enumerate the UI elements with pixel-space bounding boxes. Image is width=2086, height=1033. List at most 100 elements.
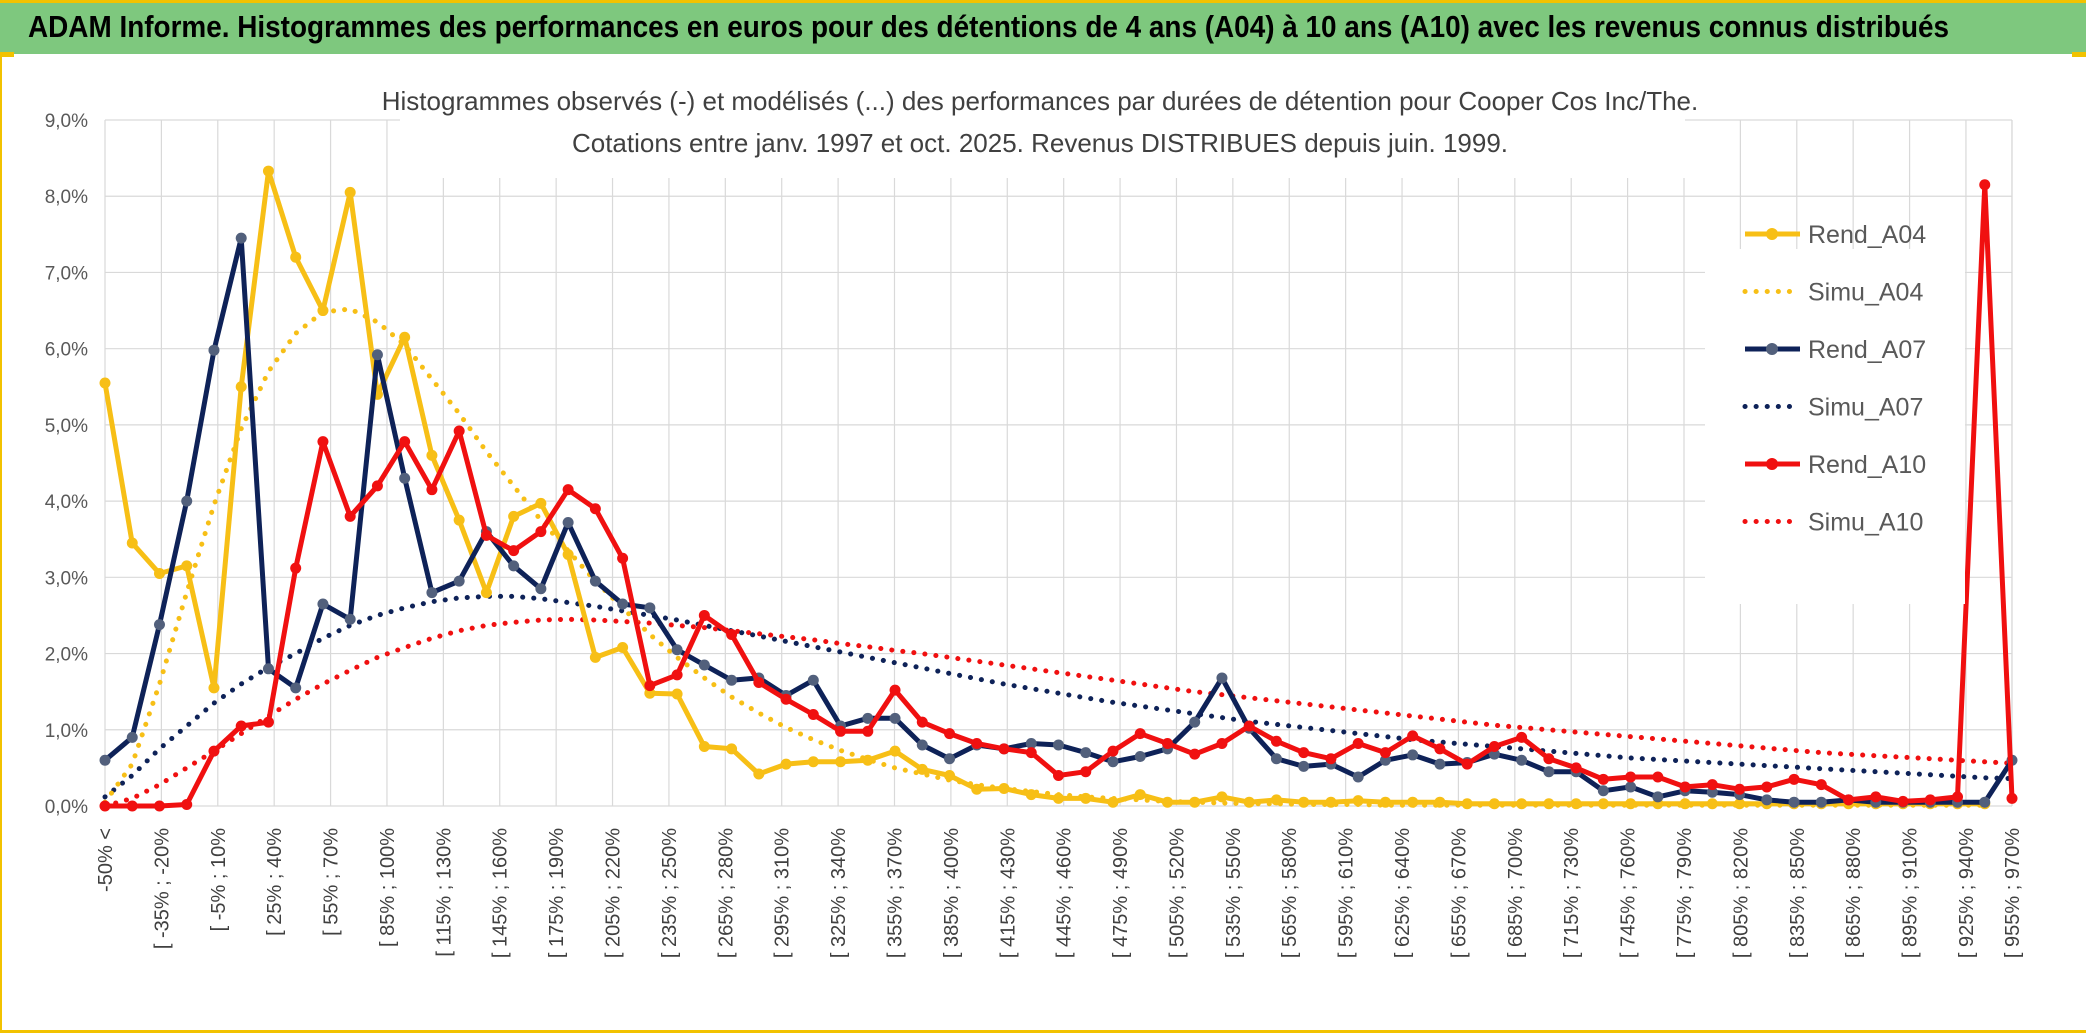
point-Rend_A04: [1053, 792, 1064, 804]
point-Rend_A07: [1298, 760, 1310, 772]
point-Rend_A07: [807, 674, 819, 686]
x-tick-label: [ 475% ; 490%: [1110, 828, 1132, 958]
point-Rend_A04: [1543, 798, 1555, 810]
point-Rend_A10: [1815, 779, 1827, 791]
point-Rend_A10: [344, 510, 356, 522]
point-Rend_A10: [862, 725, 874, 737]
legend-background: [1705, 249, 1965, 604]
point-Rend_A10: [1407, 730, 1419, 742]
x-tick-label: [ 625% ; 640%: [1392, 828, 1414, 958]
point-Rend_A07: [453, 575, 465, 587]
point-Rend_A10: [1243, 720, 1255, 732]
y-tick-label: 6,0%: [45, 340, 88, 361]
point-Rend_A07: [1516, 754, 1528, 766]
point-Rend_A07: [1488, 748, 1500, 760]
y-tick-label: 1,0%: [45, 721, 88, 742]
point-Rend_A04: [916, 763, 928, 775]
point-Rend_A10: [453, 425, 465, 437]
point-Rend_A07: [698, 659, 710, 671]
point-Rend_A10: [780, 693, 792, 705]
legend-label: Rend_A04: [1808, 221, 1926, 249]
point-Rend_A04: [426, 449, 438, 461]
point-Rend_A10: [317, 436, 329, 448]
point-Rend_A04: [1679, 798, 1691, 810]
point-Rend_A07: [1270, 753, 1282, 765]
point-Rend_A07: [589, 575, 601, 587]
point-Rend_A10: [399, 436, 411, 448]
point-Rend_A04: [944, 770, 956, 782]
point-Rend_A07: [1053, 739, 1064, 751]
histogram-chart: 0,0% 1,0% 2,0% 3,0% 4,0% 5,0% 6,0% 7,0% 8,0% 9,0%…: [45, 80, 2024, 958]
point-Rend_A07: [508, 560, 520, 572]
point-Rend_A10: [1053, 770, 1064, 782]
point-Rend_A04: [1325, 796, 1337, 808]
x-tick-label: [ 925% ; 940%: [1956, 828, 1978, 958]
point-Rend_A10: [1597, 773, 1609, 785]
point-Rend_A07: [916, 739, 928, 751]
point-Rend_A07: [889, 712, 901, 724]
point-Rend_A04: [1488, 798, 1500, 810]
legend-marker: [1766, 228, 1778, 240]
x-tick-label: [ 835% ; 850%: [1787, 828, 1809, 958]
point-Rend_A07: [1134, 750, 1146, 762]
point-Rend_A10: [1952, 791, 1964, 803]
legend: Rend_A04 Simu_A04 Rend_A07 Simu_A07 Rend_A10…: [1705, 221, 1965, 604]
point-Rend_A07: [181, 495, 193, 507]
point-Rend_A07: [1788, 796, 1800, 808]
legend-item-Simu_A10: Simu_A10: [1742, 509, 1923, 537]
legend-label: Simu_A10: [1808, 509, 1923, 537]
point-Rend_A04: [453, 514, 465, 526]
point-Rend_A04: [153, 568, 165, 580]
point-Rend_A07: [1706, 786, 1718, 798]
x-tick-label: [ 775% ; 790%: [1674, 828, 1696, 958]
point-Rend_A10: [807, 709, 819, 721]
x-tick-label: [ 85% ; 100%: [377, 828, 399, 947]
point-Rend_A07: [644, 602, 656, 614]
point-Rend_A07: [208, 344, 220, 356]
point-Rend_A04: [1461, 798, 1473, 810]
x-tick-label: [ 895% ; 910%: [1900, 828, 1922, 958]
point-Rend_A04: [1243, 796, 1255, 808]
y-tick-label: 0,0%: [45, 797, 88, 818]
point-Rend_A10: [2006, 792, 2018, 804]
x-tick-label: [ 355% ; 370%: [884, 828, 906, 958]
point-Rend_A10: [1461, 758, 1473, 770]
point-Rend_A07: [1543, 766, 1555, 778]
point-Rend_A04: [126, 537, 138, 549]
point-Rend_A10: [1897, 795, 1909, 807]
point-Rend_A07: [399, 472, 411, 484]
point-Rend_A04: [181, 560, 193, 572]
point-Rend_A07: [726, 674, 738, 686]
point-Rend_A10: [371, 480, 383, 492]
series-Simu_A10: [102, 616, 2015, 809]
point-Rend_A07: [262, 663, 274, 675]
point-Rend_A04: [1216, 791, 1228, 803]
point-Rend_A07: [153, 619, 165, 631]
point-Rend_A07: [1979, 796, 1991, 808]
x-tick-label: [ 745% ; 760%: [1618, 828, 1640, 958]
point-Rend_A10: [971, 737, 983, 749]
point-Rend_A10: [1134, 728, 1146, 740]
point-Rend_A10: [1979, 179, 1991, 191]
series-Simu_A07: [102, 593, 2015, 800]
series-Rend_A10: [99, 179, 2018, 812]
point-Rend_A10: [1325, 753, 1337, 765]
point-Rend_A10: [1379, 747, 1391, 759]
point-Rend_A10: [1679, 781, 1691, 793]
point-Rend_A04: [1379, 796, 1391, 808]
point-Rend_A07: [99, 754, 111, 766]
line-Simu_A10: [102, 616, 2015, 809]
legend-item-Rend_A10: Rend_A10: [1745, 451, 1926, 479]
point-Rend_A10: [153, 800, 165, 812]
point-Rend_A10: [1216, 737, 1228, 749]
point-Rend_A04: [1270, 794, 1282, 806]
point-Rend_A10: [235, 720, 247, 732]
point-Rend_A04: [562, 548, 574, 560]
line-Simu_A07: [102, 593, 2015, 800]
legend-marker: [1766, 458, 1778, 470]
point-Rend_A10: [1516, 731, 1528, 743]
chart-title: Histogrammes observés (-) et modélisés (…: [382, 86, 1698, 116]
point-Rend_A04: [671, 688, 683, 700]
x-tick-label: [ 415% ; 430%: [997, 828, 1019, 958]
point-Rend_A10: [1161, 737, 1173, 749]
